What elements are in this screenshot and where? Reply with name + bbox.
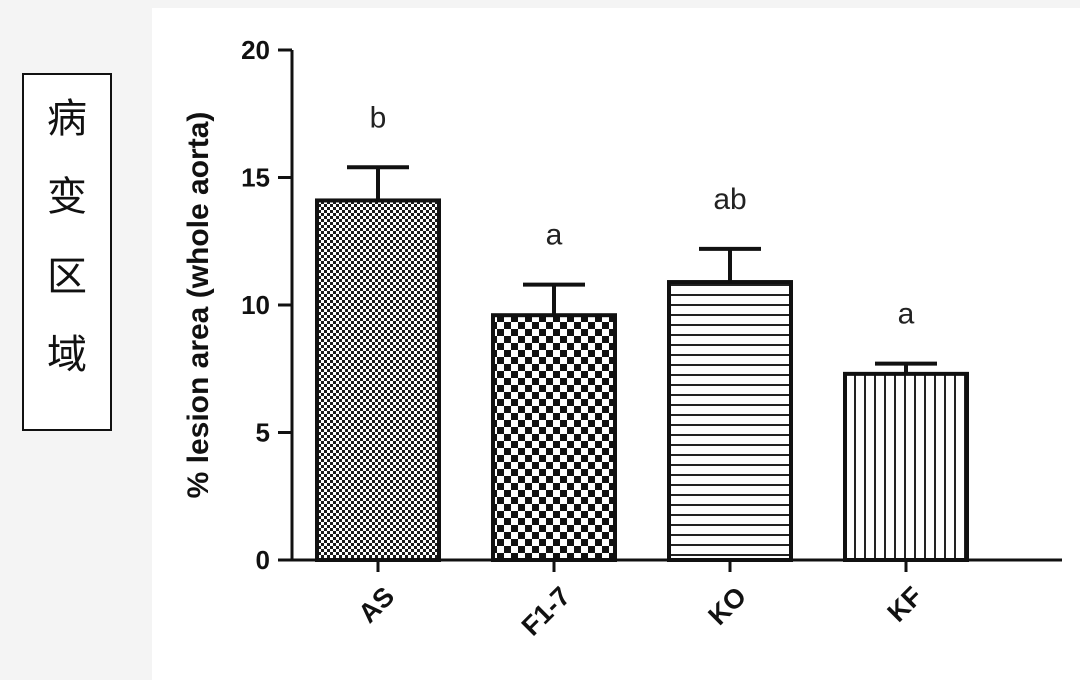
y-tick-label: 5 <box>256 418 270 448</box>
side-label-char: 域 <box>47 332 87 378</box>
y-tick-label: 0 <box>256 545 270 575</box>
y-axis-title: % lesion area (whole aorta) <box>182 112 215 499</box>
category-label: KO <box>702 581 752 631</box>
significance-label: b <box>370 101 387 134</box>
side-label-char: 病 <box>47 96 87 142</box>
category-label: F1-7 <box>516 581 576 641</box>
significance-label: a <box>898 298 915 331</box>
bar-ko <box>667 280 793 562</box>
side-label-box: 病 变 区 域 <box>22 73 112 431</box>
significance-label: ab <box>713 183 746 216</box>
bar-kf <box>843 371 969 562</box>
y-tick-label: 10 <box>241 290 270 320</box>
side-label-char: 区 <box>47 254 87 300</box>
side-label-char: 变 <box>47 174 87 220</box>
bar-as <box>315 198 441 562</box>
bar-f1-7 <box>491 313 617 563</box>
significance-label: a <box>546 219 563 252</box>
category-label: AS <box>353 581 401 629</box>
y-tick-label: 15 <box>241 163 270 193</box>
category-label: KF <box>882 581 929 628</box>
y-tick-label: 20 <box>241 35 270 65</box>
